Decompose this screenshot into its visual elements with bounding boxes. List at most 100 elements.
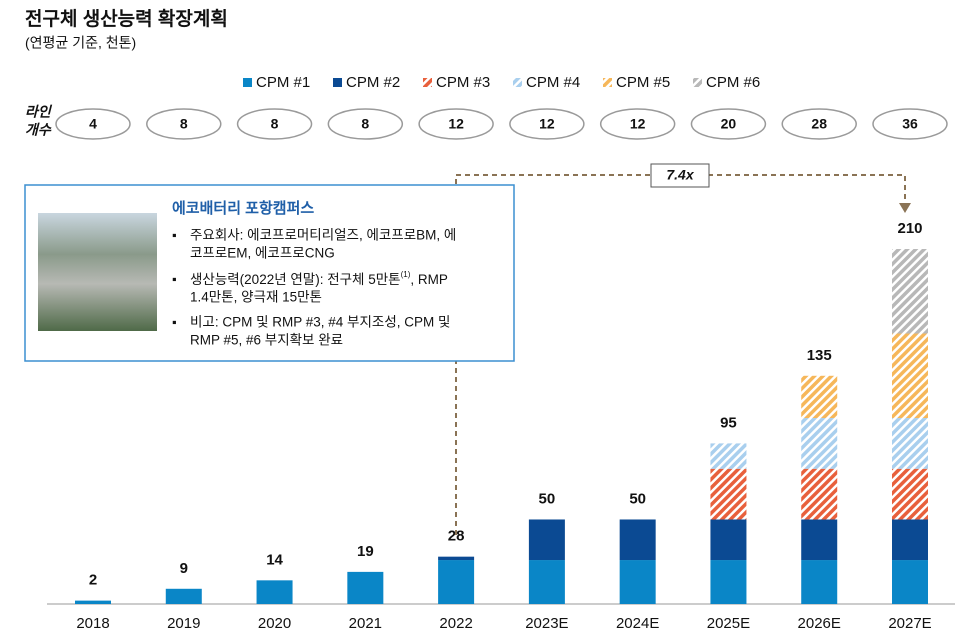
legend-swatch — [243, 78, 252, 87]
line-count-pill — [418, 108, 494, 140]
inset-text: 코프로EM, 에코프로CNG — [190, 246, 335, 261]
bullet: ▪ — [172, 227, 177, 242]
line-count: 20 — [721, 116, 737, 132]
bar-segment — [801, 418, 838, 469]
total-label: 210 — [897, 220, 922, 237]
bar-segment — [801, 560, 838, 604]
bar-segment — [892, 333, 928, 419]
line-count-label: 라인 — [25, 104, 53, 120]
bar-segment — [347, 571, 384, 604]
legend-swatch — [693, 78, 702, 87]
inset-text: 비고: CPM 및 RMP #3, #4 부지조성, CPM 및 — [190, 315, 450, 330]
bar-segment — [892, 249, 928, 334]
annotation-box — [650, 163, 710, 188]
line-count-pill — [236, 108, 313, 140]
bar-segment — [710, 443, 747, 469]
x-tick-label: 2025E — [707, 615, 750, 632]
bar-segment — [892, 560, 928, 604]
line-count: 12 — [630, 116, 646, 132]
x-tick-label: 2022 — [439, 615, 472, 632]
x-tick-label: 2020 — [258, 615, 291, 632]
legend-label: CPM #6 — [706, 74, 760, 91]
total-label: 14 — [266, 551, 283, 568]
legend-label: CPM #5 — [616, 74, 670, 91]
line-count-pill — [146, 108, 222, 140]
bar-segment — [892, 418, 928, 469]
x-tick-label: 2024E — [616, 615, 659, 632]
line-count-label: 개수 — [25, 122, 52, 138]
total-label: 95 — [720, 414, 737, 431]
line-count-pill — [872, 108, 948, 140]
total-label: 135 — [807, 347, 832, 364]
x-tick-label: 2021 — [349, 615, 382, 632]
x-tick-label: 2023E — [525, 615, 568, 632]
total-label: 9 — [180, 560, 188, 577]
total-label: 28 — [448, 528, 465, 545]
arrow-head — [899, 203, 911, 213]
chart-subtitle: (연평균 기준, 천톤) — [25, 35, 136, 51]
campus-photo — [38, 213, 157, 331]
legend-label: CPM #4 — [526, 74, 580, 91]
legend-label: CPM #2 — [346, 74, 400, 91]
x-tick-label: 2027E — [888, 615, 931, 632]
legend-swatch — [423, 78, 432, 87]
x-tick-label: 2018 — [76, 615, 109, 632]
line-count-pill — [327, 108, 404, 140]
total-label: 2 — [89, 572, 97, 589]
line-count-pill — [55, 108, 131, 140]
inset: 에코배터리 포항캠퍼스 ▪ 주요회사: 에코프로머티리얼즈, 에코프로BM, 에… — [24, 184, 515, 362]
line-count: 8 — [271, 116, 279, 132]
line-count-pill — [599, 108, 676, 140]
line-count: 36 — [902, 116, 918, 132]
line-count: 28 — [811, 116, 827, 132]
bar-segment — [710, 519, 747, 561]
bar-segment — [801, 468, 838, 520]
line-count: 12 — [539, 116, 555, 132]
line-count-pill — [509, 108, 585, 140]
bar-segment — [75, 600, 111, 604]
inset-text: , RMP — [410, 272, 448, 287]
line-count: 4 — [89, 116, 97, 132]
line-count-pill — [690, 108, 767, 140]
line-count-pill — [781, 108, 857, 140]
line-count: 8 — [361, 116, 369, 132]
legend-swatch — [513, 78, 522, 87]
inset-text: 생산능력(2022년 연말): 전구체 5만톤 — [190, 272, 401, 287]
bar-segment — [619, 560, 656, 604]
bar-segment — [165, 588, 202, 604]
line-count: 8 — [180, 116, 188, 132]
growth-arrow — [455, 174, 906, 535]
bar-segment — [528, 560, 565, 604]
bar-segment — [710, 560, 747, 604]
inset-text: 주요회사: 에코프로머티리얼즈, 에코프로BM, 에 — [190, 228, 456, 243]
bar-segment — [710, 468, 747, 520]
inset-text: 생산능력(2022년 연말): 전구체 5만톤(1), RMP — [190, 270, 448, 286]
inset-text: 1.4만톤, 양극재 15만톤 — [190, 290, 322, 305]
bar-segment — [892, 519, 928, 561]
inset-text: RMP #5, #6 부지확보 완료 — [190, 333, 343, 348]
legend-swatch — [333, 78, 342, 87]
bar-segment — [619, 519, 656, 561]
footnote-mark: (1) — [401, 270, 411, 279]
x-tick-label: 2026E — [798, 615, 841, 632]
x-tick-label: 2019 — [167, 615, 200, 632]
growth-annotation: 7.4x — [666, 167, 694, 183]
legend-label: CPM #3 — [436, 74, 490, 91]
bar-segment — [892, 468, 928, 520]
total-label: 50 — [539, 490, 556, 507]
bullet: ▪ — [172, 314, 177, 329]
legend-label: CPM #1 — [256, 74, 310, 91]
bar-segment — [528, 519, 565, 561]
bar-segment — [801, 375, 838, 419]
total-label: 19 — [357, 543, 374, 560]
bullet: ▪ — [172, 271, 177, 286]
inset-title: 에코배터리 포항캠퍼스 — [172, 199, 314, 217]
bar-segment — [438, 560, 475, 604]
line-count: 12 — [448, 116, 464, 132]
bar-segment — [256, 580, 293, 604]
bar-segment — [438, 556, 475, 561]
bar-segment — [801, 519, 838, 561]
total-label: 50 — [629, 490, 646, 507]
legend-swatch — [603, 78, 612, 87]
